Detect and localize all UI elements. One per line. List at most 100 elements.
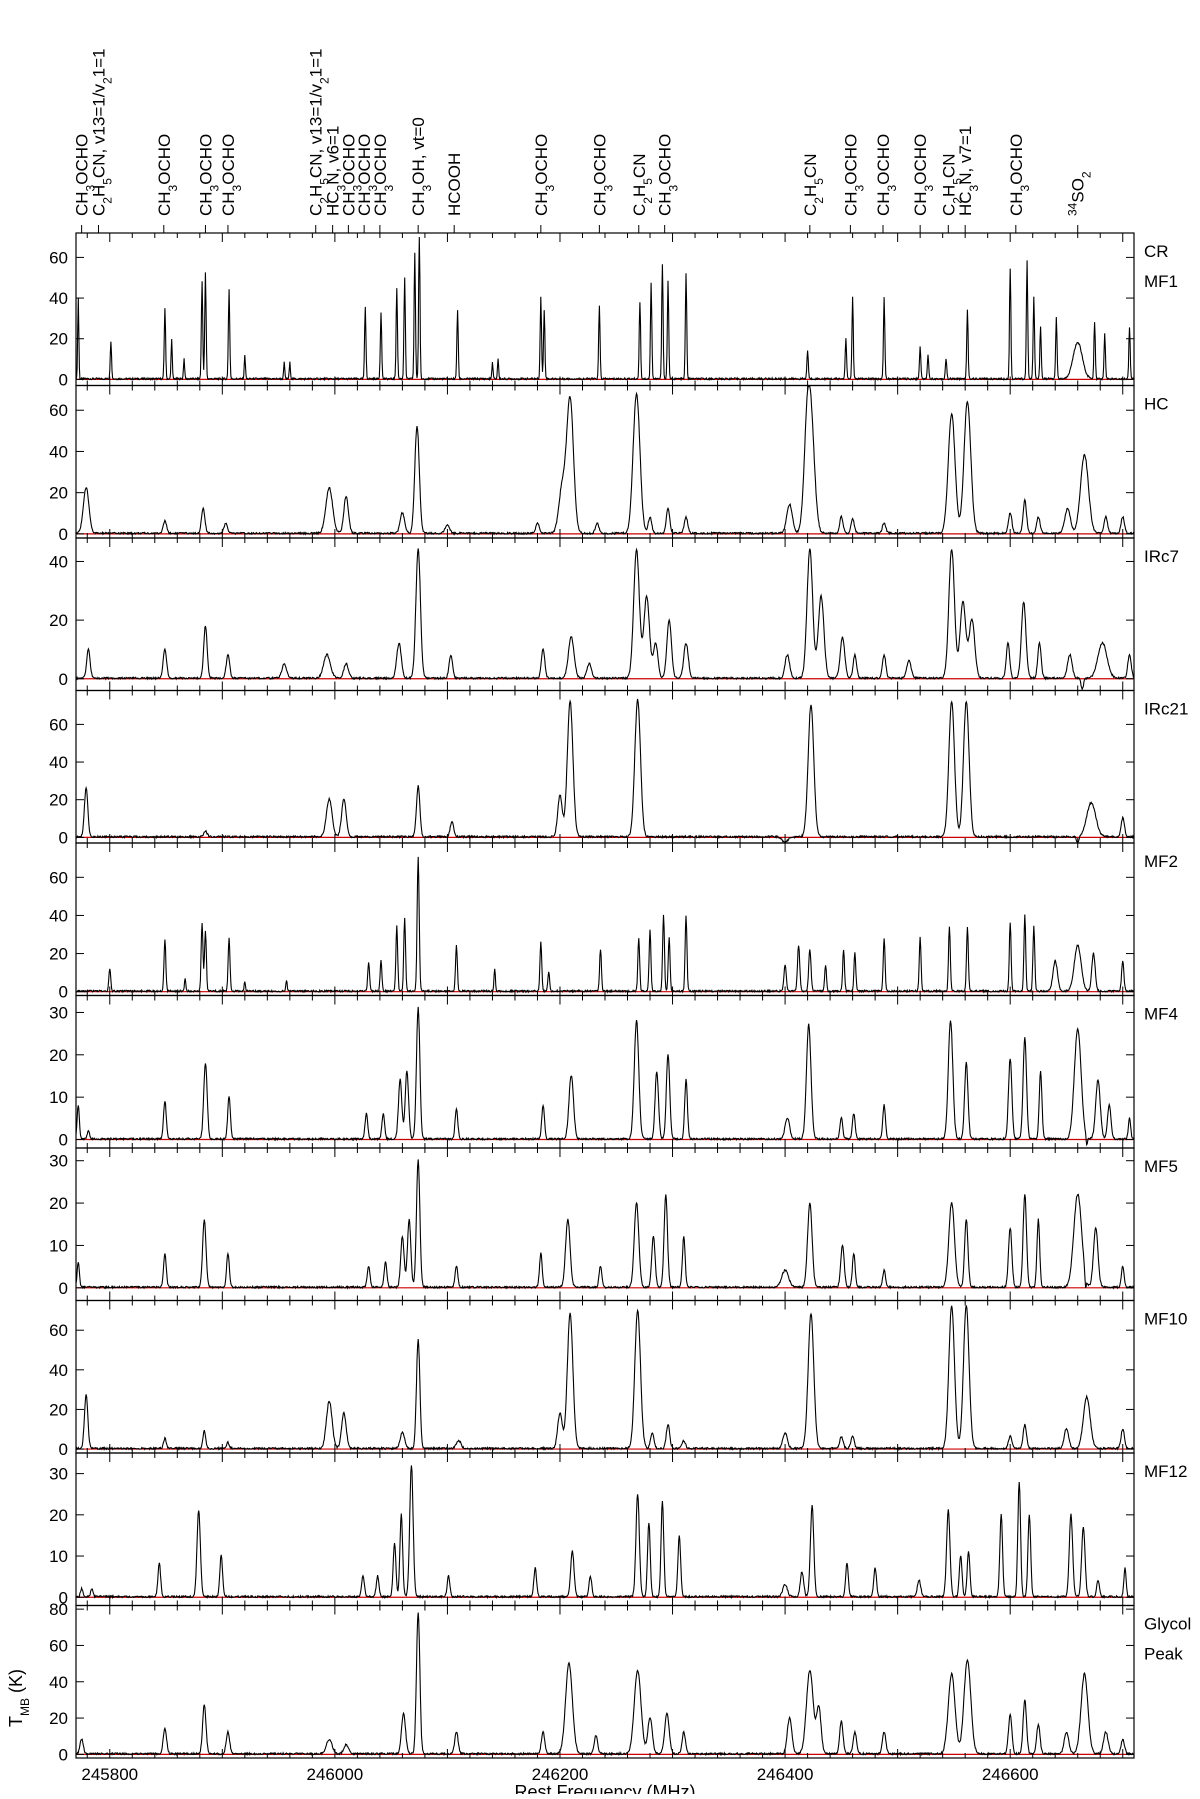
y-tick-label: 0 — [59, 1440, 68, 1459]
line-id-label: C2H5CN — [801, 154, 826, 217]
line-id-label: CH3OCHO — [371, 134, 396, 216]
x-axis-title: Rest Frequency (MHz) — [514, 1782, 695, 1794]
spectrum-line — [75, 1006, 1135, 1147]
y-tick-label: 40 — [49, 552, 68, 571]
panel-name: MF12 — [1144, 1462, 1187, 1481]
spectrum-line — [75, 385, 1135, 536]
y-tick-label: 20 — [49, 611, 68, 630]
line-id-label: CH3OCHO — [219, 134, 244, 216]
line-id-label: HC3N, v7=1 — [956, 126, 981, 216]
line-id-label: CH3OCHO — [590, 134, 615, 216]
x-tick-label: 246000 — [307, 1765, 364, 1784]
y-tick-label: 60 — [49, 1636, 68, 1655]
y-tick-label: 20 — [49, 1400, 68, 1419]
line-id-label: CH3OCHO — [841, 134, 866, 216]
y-tick-label: 60 — [49, 715, 68, 734]
y-tick-label: 60 — [49, 401, 68, 420]
y-tick-label: 30 — [49, 1152, 68, 1171]
y-tick-label: 20 — [49, 1709, 68, 1728]
panel-frame — [75, 1147, 1135, 1302]
panel-name: MF4 — [1144, 1005, 1178, 1024]
panel-name: MF2 — [1144, 852, 1178, 871]
line-id-label: CH3OCHO — [355, 134, 380, 216]
x-tick-label: 246400 — [757, 1765, 814, 1784]
spectrum-line — [75, 1305, 1135, 1452]
spectrum-line — [75, 856, 1135, 994]
spectrum-line — [75, 1465, 1135, 1600]
y-tick-label: 40 — [49, 753, 68, 772]
panel-name: IRc7 — [1144, 547, 1179, 566]
y-tick-label: 0 — [59, 828, 68, 847]
y-tick-label: 80 — [49, 1600, 68, 1619]
x-tick-label: 246600 — [982, 1765, 1039, 1784]
panel-frame — [75, 994, 1135, 1149]
line-id-label: CH3OCHO — [155, 134, 180, 216]
line-id-label: CH3OH, vt=0 — [409, 117, 434, 216]
line-id-label: HCOOH — [445, 153, 464, 216]
y-tick-label: 0 — [59, 1279, 68, 1298]
y-tick-label: 20 — [49, 1046, 68, 1065]
panel-frame — [75, 689, 1135, 844]
line-id-label: CH3OCHO — [339, 134, 364, 216]
spectrum-line — [75, 1159, 1135, 1290]
y-tick-label: 60 — [49, 868, 68, 887]
y-tick-label: 20 — [49, 791, 68, 810]
y-tick-label: 40 — [49, 442, 68, 461]
panel-frame — [75, 1452, 1135, 1607]
y-axis-title: TMB (K) — [6, 1669, 32, 1727]
panel-name: MF5 — [1144, 1157, 1178, 1176]
y-tick-label: 40 — [49, 289, 68, 308]
y-tick-label: 40 — [49, 1361, 68, 1380]
spectrum-line — [75, 698, 1135, 843]
y-tick-label: 0 — [59, 1745, 68, 1764]
y-tick-label: 20 — [49, 1194, 68, 1213]
y-tick-label: 20 — [49, 1506, 68, 1525]
line-id-label: C2H5CN, v13=1/v21=1 — [90, 49, 115, 216]
panel-frame — [75, 1299, 1135, 1454]
y-tick-label: 10 — [49, 1236, 68, 1255]
y-tick-label: 20 — [49, 945, 68, 964]
y-tick-label: 0 — [59, 670, 68, 689]
y-tick-label: 30 — [49, 1003, 68, 1022]
x-tick-label: 245800 — [81, 1765, 138, 1784]
panel-name: IRc21 — [1144, 700, 1188, 719]
line-id-label: CH3OCHO — [911, 134, 936, 216]
panel-frame — [75, 232, 1135, 387]
panel-name: MF1 — [1144, 272, 1178, 291]
line-id-label: C2H5CN — [630, 154, 655, 217]
panel-name: HC — [1144, 395, 1169, 414]
y-tick-label: 0 — [59, 983, 68, 1002]
panel-frame — [75, 842, 1135, 997]
line-id-label: 34SO2 — [1066, 171, 1094, 216]
panel-name: MF10 — [1144, 1310, 1187, 1329]
y-tick-label: 40 — [49, 906, 68, 925]
y-tick-label: 20 — [49, 330, 68, 349]
panel-name: CR — [1144, 242, 1169, 261]
y-tick-label: 60 — [49, 248, 68, 267]
y-tick-label: 0 — [59, 370, 68, 389]
y-tick-label: 40 — [49, 1673, 68, 1692]
line-id-label: CH3OCHO — [656, 134, 681, 216]
x-tick-label: 246200 — [532, 1765, 589, 1784]
y-tick-label: 10 — [49, 1088, 68, 1107]
y-tick-label: 30 — [49, 1465, 68, 1484]
line-id-label: C2H5CN — [939, 154, 964, 217]
line-id-label: CH3OCHO — [196, 134, 221, 216]
panel-frame — [75, 537, 1135, 692]
line-id-label: CH3OCHO — [1007, 134, 1032, 216]
y-tick-label: 20 — [49, 484, 68, 503]
spectrum-line — [75, 236, 1135, 382]
y-tick-label: 0 — [59, 1131, 68, 1150]
line-id-label: CH3OCHO — [73, 134, 98, 216]
spectrum-line — [75, 1612, 1135, 1757]
line-id-label: C2H5CN, v13=1/v21=1 — [307, 49, 332, 216]
panel-frame — [75, 384, 1135, 539]
line-id-label: HC3N, v6=1 — [324, 126, 349, 216]
y-tick-label: 0 — [59, 1588, 68, 1607]
line-id-label: CH3OCHO — [532, 134, 557, 216]
y-tick-label: 60 — [49, 1321, 68, 1340]
panel-name: Glycol — [1144, 1615, 1191, 1634]
y-tick-label: 10 — [49, 1547, 68, 1566]
